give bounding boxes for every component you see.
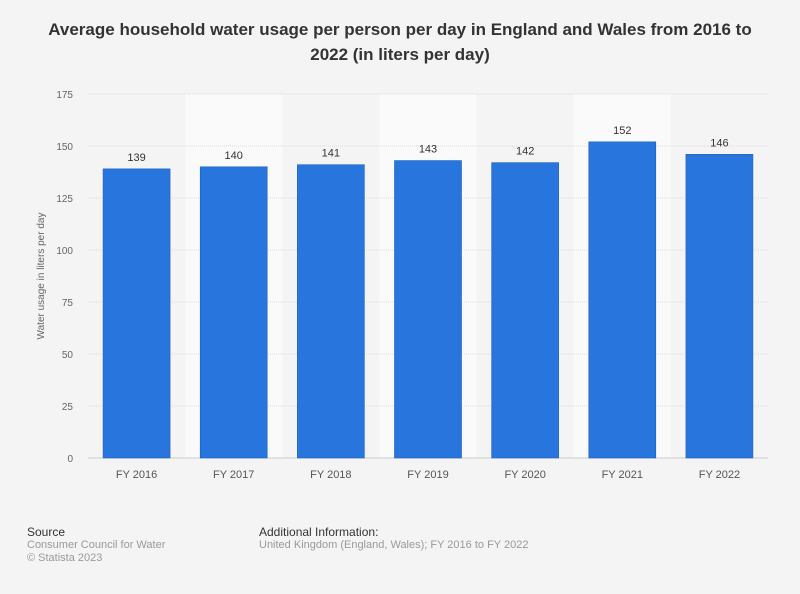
x-tick-label: FY 2017 <box>213 469 254 481</box>
additional-info-block: Additional Information: United Kingdom (… <box>259 526 528 552</box>
source-block: Source Consumer Council for Water © Stat… <box>27 526 165 565</box>
data-label: 142 <box>516 146 534 158</box>
y-tick-label: 25 <box>62 402 74 413</box>
y-tick-label: 0 <box>67 454 73 465</box>
source-text[interactable]: Consumer Council for Water <box>27 539 166 551</box>
x-tick-label: FY 2022 <box>699 469 740 481</box>
bar-fy-2016[interactable] <box>102 168 171 459</box>
y-tick-label: 125 <box>56 194 73 205</box>
additional-info-label: Additional Information: <box>259 525 379 539</box>
y-tick-label: 75 <box>62 298 74 309</box>
x-tick-label: FY 2016 <box>116 469 157 481</box>
y-tick-label: 100 <box>56 246 73 257</box>
y-tick-label: 175 <box>56 90 73 101</box>
x-tick-label: FY 2018 <box>310 469 351 481</box>
bar-fy-2017[interactable] <box>199 166 268 459</box>
x-tick-label: FY 2019 <box>407 469 448 481</box>
bar-fy-2022[interactable] <box>685 154 754 459</box>
x-tick-label: FY 2021 <box>602 469 643 481</box>
data-label: 143 <box>419 144 437 156</box>
data-label: 139 <box>127 152 145 164</box>
data-label: 141 <box>322 148 340 160</box>
source-label: Source <box>27 525 66 539</box>
data-label: 146 <box>710 137 728 149</box>
x-tick-label: FY 2020 <box>504 469 545 481</box>
y-tick-label: 50 <box>62 350 74 361</box>
additional-info-text: United Kingdom (England, Wales); FY 2016… <box>259 539 529 551</box>
y-axis-label: Water usage in liters per day <box>36 213 47 340</box>
y-tick-label: 150 <box>56 142 73 153</box>
data-label: 152 <box>613 125 631 137</box>
chart-title: Average household water usage per person… <box>48 20 752 64</box>
bar-fy-2021[interactable] <box>588 141 657 459</box>
bar-fy-2020[interactable] <box>491 162 559 459</box>
bar-fy-2019[interactable] <box>394 160 462 459</box>
bar-fy-2018[interactable] <box>297 164 365 459</box>
data-label: 140 <box>225 150 243 162</box>
copyright-text: © Statista 2023 <box>27 552 103 564</box>
